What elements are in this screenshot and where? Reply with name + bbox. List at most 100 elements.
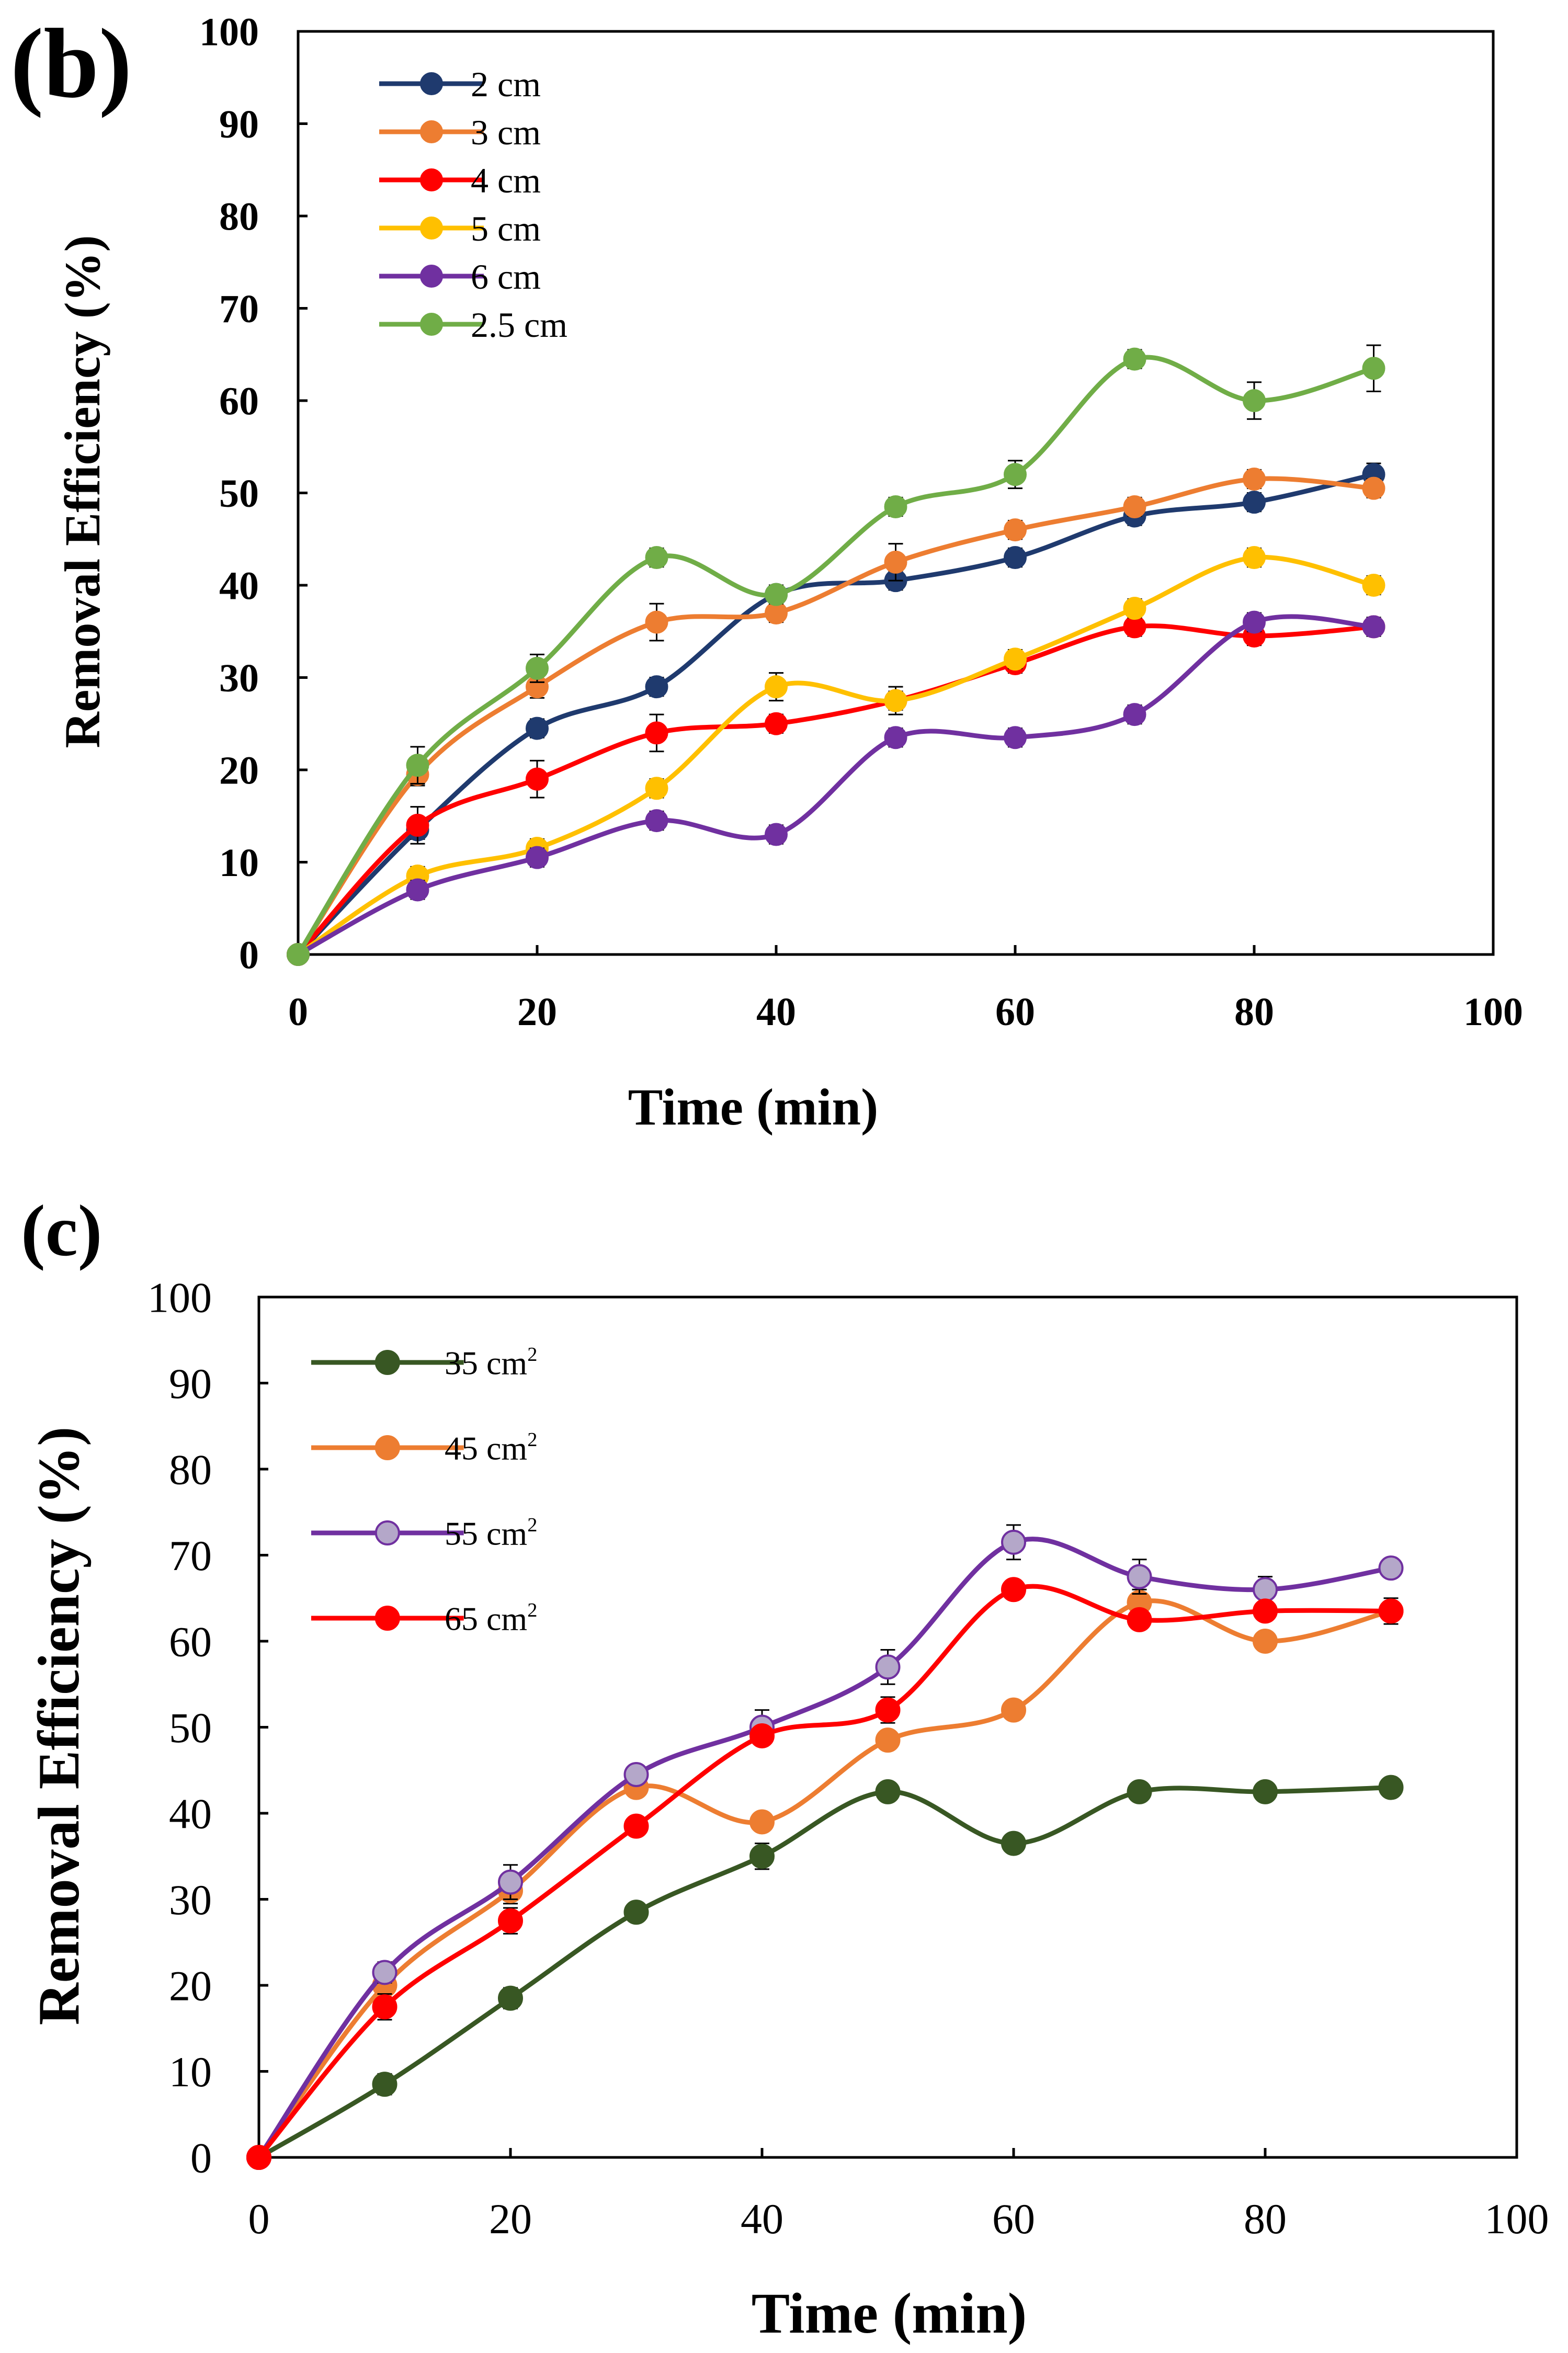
y-tick-label: 30 bbox=[219, 656, 259, 700]
data-point bbox=[765, 583, 788, 606]
series-line bbox=[296, 472, 1374, 957]
x-tick-label: 60 bbox=[995, 990, 1035, 1034]
data-point bbox=[1243, 468, 1266, 491]
x-tick-label: 20 bbox=[489, 2195, 532, 2243]
data-point bbox=[1127, 1607, 1152, 1632]
legend-label: 35 cm2 bbox=[445, 1344, 537, 1382]
data-point bbox=[645, 546, 668, 570]
y-tick-label: 80 bbox=[219, 195, 259, 239]
data-point bbox=[1001, 1831, 1026, 1856]
legend-label: 2 cm bbox=[471, 64, 541, 104]
data-point bbox=[875, 1779, 901, 1804]
data-point bbox=[1362, 615, 1385, 639]
series-65-cm bbox=[246, 1577, 1404, 2170]
data-point bbox=[526, 717, 549, 740]
series-5-cm bbox=[287, 546, 1385, 966]
series-line bbox=[296, 476, 1374, 956]
legend-item: 3 cm bbox=[379, 112, 541, 152]
data-point bbox=[875, 1727, 901, 1753]
data-point bbox=[287, 943, 310, 966]
legend-label: 4 cm bbox=[471, 161, 541, 200]
series-2-5-cm bbox=[287, 344, 1385, 966]
y-tick-label: 20 bbox=[219, 749, 259, 793]
x-tick-label: 40 bbox=[741, 2195, 783, 2243]
data-point bbox=[1253, 1779, 1278, 1804]
data-point bbox=[372, 1994, 397, 2020]
y-tick-label: 90 bbox=[219, 103, 259, 146]
data-point bbox=[406, 754, 429, 777]
data-point bbox=[406, 813, 429, 837]
series-line bbox=[296, 355, 1374, 956]
data-point bbox=[645, 721, 668, 745]
y-tick-label: 90 bbox=[169, 1360, 212, 1407]
data-point bbox=[1123, 597, 1146, 620]
data-point bbox=[1243, 389, 1266, 412]
data-point bbox=[875, 1697, 901, 1723]
data-point bbox=[1253, 1598, 1278, 1624]
x-tick-label: 20 bbox=[517, 990, 557, 1034]
x-tick-label: 80 bbox=[1234, 990, 1274, 1034]
data-point bbox=[1123, 703, 1146, 726]
y-tick-label: 100 bbox=[147, 1274, 212, 1322]
data-point bbox=[372, 2072, 397, 2097]
legend-marker bbox=[374, 1520, 400, 1545]
data-point bbox=[884, 495, 907, 518]
data-point bbox=[749, 1809, 775, 1835]
y-tick-label: 50 bbox=[219, 472, 259, 516]
data-point bbox=[765, 823, 788, 846]
series-45-cm bbox=[246, 1588, 1404, 2170]
data-point bbox=[526, 767, 549, 791]
data-point bbox=[1378, 1775, 1404, 1800]
data-point bbox=[645, 777, 668, 800]
legend-label: 3 cm bbox=[471, 112, 541, 152]
legend-item: 4 cm bbox=[379, 161, 541, 200]
data-point bbox=[623, 1813, 649, 1839]
x-axis-label: Time (min) bbox=[628, 1078, 879, 1136]
data-point bbox=[1362, 574, 1385, 597]
data-point bbox=[1127, 1564, 1152, 1589]
y-tick-label: 10 bbox=[219, 841, 259, 885]
legend-marker bbox=[374, 1435, 400, 1460]
legend-label: 65 cm2 bbox=[445, 1599, 537, 1638]
data-point bbox=[1001, 1697, 1026, 1723]
data-point bbox=[1243, 491, 1266, 514]
legend-marker bbox=[420, 313, 443, 336]
legend-item: 45 cm2 bbox=[311, 1429, 537, 1467]
x-tick-label: 80 bbox=[1244, 2195, 1287, 2243]
y-tick-label: 70 bbox=[219, 287, 259, 331]
y-tick-label: 40 bbox=[219, 564, 259, 608]
y-tick-label: 30 bbox=[169, 1876, 212, 1924]
legend-item: 65 cm2 bbox=[311, 1599, 537, 1638]
legend: 2 cm 3 cm 4 cm 5 cm 6 cm 2.5 cm bbox=[379, 64, 567, 345]
y-tick-label: 50 bbox=[169, 1704, 212, 1752]
data-point bbox=[1253, 1629, 1278, 1654]
data-point bbox=[1004, 726, 1027, 749]
data-point bbox=[749, 1844, 775, 1869]
x-tick-label: 40 bbox=[756, 990, 796, 1034]
chart-panel-b: (b) 0 10 20 30 40 50 60 70 80 90 100 0 20 40 60 80 100 Rem… bbox=[10, 9, 1523, 1136]
data-point bbox=[1127, 1779, 1152, 1804]
series-3-cm bbox=[287, 468, 1385, 966]
data-point bbox=[1001, 1529, 1026, 1555]
x-axis-label: Time (min) bbox=[752, 2281, 1027, 2345]
data-point bbox=[372, 1960, 397, 1985]
series-line bbox=[257, 1598, 1392, 2159]
data-point bbox=[765, 675, 788, 699]
data-point bbox=[1243, 546, 1266, 570]
y-tick-label: 40 bbox=[169, 1790, 212, 1838]
x-tick-label: 60 bbox=[992, 2195, 1035, 2243]
data-point bbox=[645, 675, 668, 699]
chart-panel-c: (c) 0 10 20 30 40 50 60 70 80 90 100 0 20 40 60 80 100 Rem… bbox=[21, 1190, 1549, 2345]
data-point bbox=[645, 809, 668, 833]
data-point bbox=[498, 1985, 523, 2011]
x-tick-label: 0 bbox=[288, 990, 308, 1034]
x-tick-label: 100 bbox=[1463, 990, 1523, 1034]
data-point bbox=[406, 878, 429, 902]
data-point bbox=[884, 726, 907, 749]
data-point bbox=[645, 610, 668, 634]
legend-marker bbox=[420, 72, 443, 95]
x-tick-label: 100 bbox=[1485, 2195, 1549, 2243]
y-tick-label: 80 bbox=[169, 1446, 212, 1494]
data-point bbox=[749, 1723, 775, 1748]
data-point bbox=[526, 846, 549, 869]
